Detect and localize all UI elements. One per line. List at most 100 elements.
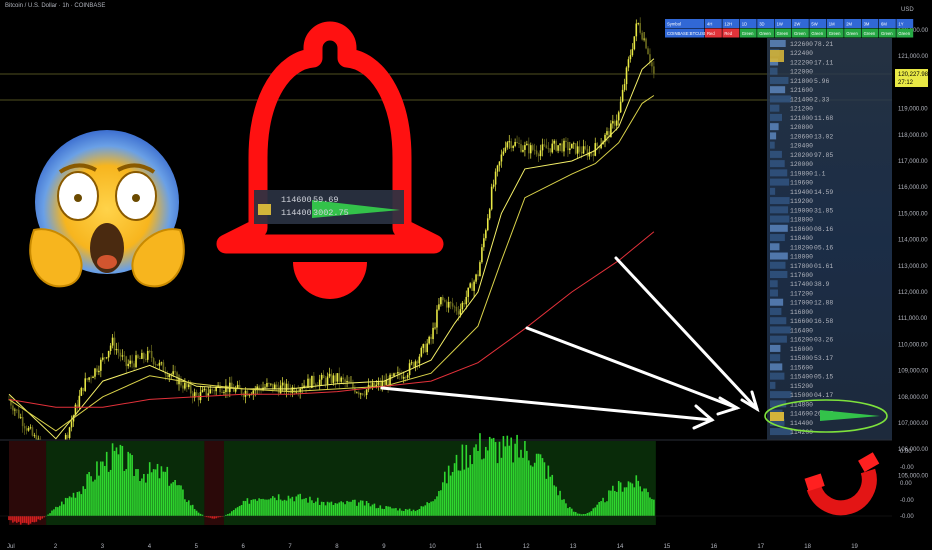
histogram-bar [31, 516, 34, 523]
candle-body [273, 384, 276, 390]
ladder-value: 38.9 [814, 281, 830, 288]
histogram-bar [64, 497, 67, 516]
candle-body [74, 404, 77, 416]
histogram-bar [283, 499, 286, 516]
histogram-bar [643, 488, 645, 516]
table-header-cell [809, 19, 827, 28]
histogram-bar [217, 516, 219, 518]
time-tick-label: 7 [288, 544, 292, 550]
histogram-bar [232, 510, 235, 516]
histogram-bar [381, 508, 384, 516]
histogram-bar [16, 516, 18, 523]
candle-body [381, 381, 384, 387]
candle-body [352, 382, 354, 388]
histogram-bar [303, 498, 305, 516]
histogram-bar [406, 509, 409, 516]
histogram-bar [338, 502, 341, 516]
candle-body [291, 387, 294, 393]
ladder-price: 116000 [790, 346, 813, 353]
histogram-bar [367, 503, 370, 516]
candle-body [571, 143, 573, 149]
histogram-bar [522, 457, 524, 516]
histogram-bar [356, 505, 358, 516]
histogram-bar [553, 485, 556, 516]
histogram-bar [383, 509, 385, 516]
table-header-label: 12H [724, 22, 732, 27]
table-row-cell [844, 28, 861, 38]
ladder-price: 114600 [790, 411, 813, 418]
histogram-bar [547, 465, 550, 516]
ladder-value: 2.33 [814, 96, 830, 103]
histogram-bar [631, 483, 634, 516]
histogram-bar [649, 497, 651, 516]
ladder-value: 5.96 [814, 78, 830, 85]
histogram-bar [287, 495, 290, 516]
candle-body [555, 140, 557, 151]
ladder-price: 122000 [790, 69, 813, 76]
histogram-bar [264, 499, 266, 516]
histogram-bar [272, 496, 274, 516]
candle-body [500, 154, 503, 162]
bell-icon [216, 21, 444, 299]
candle-body [309, 378, 311, 389]
histogram-bar [111, 443, 114, 516]
table-header-label: 3D [759, 22, 764, 27]
candle-body [230, 382, 233, 389]
candle-body [606, 131, 608, 135]
histogram-bar [326, 501, 329, 516]
candle-body [168, 374, 171, 378]
candle-body [146, 350, 149, 360]
candle-body [549, 148, 552, 153]
candle-body [586, 148, 589, 157]
candle-body [379, 382, 382, 387]
histogram-bar [340, 501, 343, 516]
histogram-bar [33, 516, 36, 523]
histogram-bar [539, 454, 542, 516]
table-row-cell [861, 28, 879, 38]
histogram-bar [414, 511, 417, 516]
table-header-cell [896, 19, 914, 28]
histogram-bar [74, 497, 77, 516]
ladder-volume-bar [770, 243, 780, 251]
histogram-bar [490, 438, 493, 516]
candle-body [510, 141, 513, 148]
candle-body [205, 388, 208, 396]
histogram-bar [463, 469, 466, 516]
ladder-price: 122200 [790, 59, 813, 66]
candle-body [496, 165, 499, 172]
histogram-bar [485, 446, 487, 516]
histogram-bar [612, 485, 614, 516]
candle-body [623, 84, 626, 90]
oscillator-regions [9, 441, 656, 525]
candle-body [428, 336, 430, 344]
candle-body [301, 388, 303, 389]
candle-body [346, 380, 348, 383]
histogram-bar [412, 509, 415, 516]
ladder-value: 05.16 [814, 244, 833, 251]
candle-body [629, 55, 632, 60]
histogram-bar [103, 465, 106, 516]
ladder-volume-bar [770, 150, 782, 158]
histogram-bar [426, 502, 428, 516]
bell-row-1-value: 59.69 [313, 195, 339, 205]
candle-body [303, 385, 305, 389]
histogram-bar [508, 445, 511, 516]
price-tick-label: 108,000.00 [898, 395, 929, 401]
histogram-bar [400, 510, 403, 516]
histogram-bar [512, 462, 514, 516]
histogram-bar [483, 458, 485, 516]
time-tick-label: 18 [804, 544, 811, 550]
candle-body [133, 363, 135, 368]
candle-body [129, 360, 131, 364]
candle-body [176, 372, 178, 385]
bell-row-1-price: 114600 [281, 195, 312, 205]
candle-body [637, 23, 640, 24]
table-header-cell [844, 19, 861, 28]
candle-body [400, 375, 403, 379]
histogram-bar [51, 510, 53, 516]
histogram-bar [49, 513, 51, 516]
histogram-bar [21, 516, 24, 523]
ladder-value: 05.15 [814, 374, 833, 381]
